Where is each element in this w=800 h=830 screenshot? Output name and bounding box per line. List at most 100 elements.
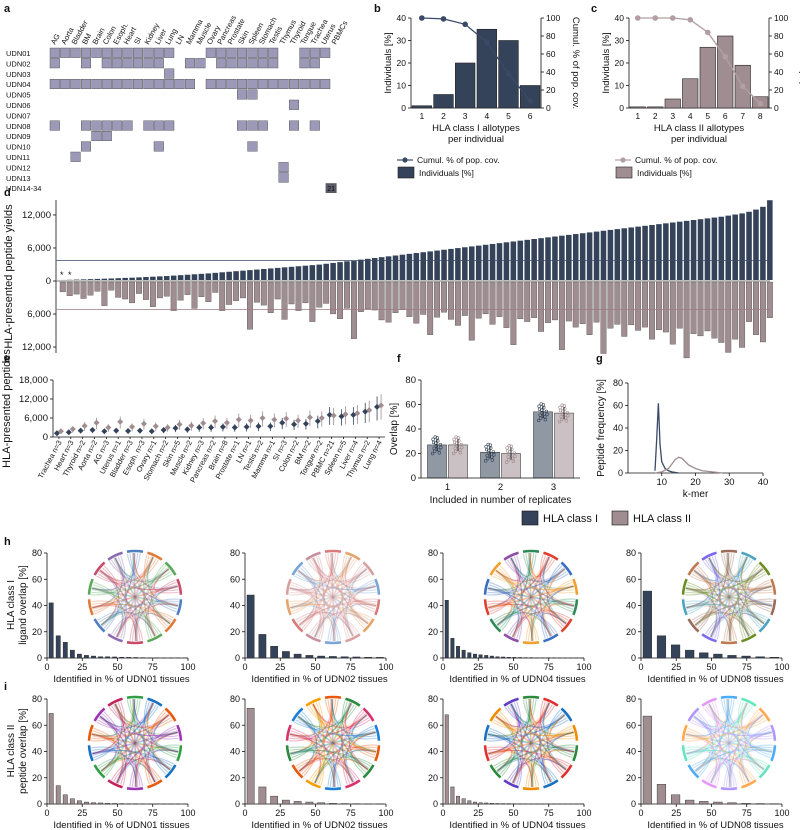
- chord-ribbon: [143, 700, 179, 753]
- point-class2: [354, 410, 361, 417]
- chord-arc: [345, 697, 361, 707]
- x-tick-label: 50: [112, 808, 122, 818]
- bar-class1: [767, 200, 773, 280]
- histogram-bar: [69, 798, 75, 805]
- bar-class2: [489, 281, 496, 325]
- chord-ribbon: [94, 703, 123, 761]
- y-axis-label: HLA class I: [6, 580, 17, 630]
- chord-ribbon: [693, 569, 735, 641]
- y-tick-label: 0: [37, 653, 42, 663]
- chord-ribbon: [529, 552, 556, 578]
- chord-ribbon: [540, 612, 567, 639]
- legend-swatch: [615, 166, 633, 179]
- heatmap-cell: [80, 47, 91, 58]
- x-axis-label: Identified in % of UDN02 tissues: [251, 674, 387, 685]
- bar-class2: [538, 281, 545, 332]
- replicate-point: [557, 419, 562, 424]
- heatmap-cell: [70, 47, 81, 58]
- chord-ribbon: [685, 732, 750, 783]
- chord-ribbon: [740, 702, 767, 729]
- chord-ribbon: [727, 698, 754, 724]
- chord-ribbon: [153, 714, 179, 740]
- bar-class2: [136, 281, 142, 294]
- chord-ribbon: [327, 553, 369, 625]
- heatmap-cell: [122, 58, 133, 69]
- chord-ribbon: [289, 698, 333, 742]
- bar-class2: [704, 281, 711, 332]
- chord-ribbon: [708, 557, 773, 608]
- chord-ribbon: [686, 730, 772, 755]
- replicate-point: [563, 407, 567, 411]
- chord-ribbon: [488, 585, 574, 610]
- chord-ribbon: [708, 699, 735, 723]
- bar-class2: [80, 281, 87, 299]
- chord-ribbon: [686, 556, 718, 609]
- chord-arc: [374, 599, 381, 616]
- chord-ribbon: [744, 709, 765, 771]
- heatmap-row-label: UDN09: [6, 132, 31, 141]
- bar-class1: [704, 218, 711, 280]
- chord-ribbon: [133, 698, 179, 738]
- bar-class1: [538, 238, 544, 280]
- legend-label-class2: HLA class II: [633, 513, 691, 525]
- chord-ribbon: [110, 616, 137, 642]
- chord-ribbon: [333, 565, 365, 642]
- x-tick-label: 100: [774, 662, 789, 672]
- bar: [699, 46, 716, 109]
- bar-class2: [607, 281, 614, 329]
- chord-arc: [770, 599, 777, 616]
- x-axis-label: Identified in % of UDN01 tissues: [53, 820, 189, 830]
- chord-ribbon: [543, 702, 574, 756]
- histogram-bar: [317, 802, 325, 805]
- histogram-bar: [246, 594, 255, 659]
- histogram-bar: [364, 657, 372, 659]
- replicate-point: [504, 460, 509, 464]
- chord-ribbon: [341, 700, 377, 753]
- chord-ribbon: [694, 698, 730, 772]
- chord-ribbon: [728, 714, 764, 788]
- x-tick-label: 100: [378, 808, 393, 818]
- chord-arc: [503, 697, 519, 707]
- chord-ribbon: [295, 611, 322, 638]
- chord-ribbon: [289, 733, 358, 781]
- heatmap-cell: [205, 47, 216, 58]
- chord-arc: [107, 779, 123, 789]
- bar-class2: [129, 281, 136, 304]
- replicate-point: [545, 412, 549, 417]
- chord-ribbon: [512, 610, 570, 638]
- chord-ribbon: [296, 612, 354, 637]
- x-tick-label: 6: [723, 111, 728, 121]
- x-tick-label: 6: [528, 111, 533, 121]
- chord-ribbon: [332, 714, 368, 788]
- replicate-point: [508, 452, 512, 457]
- panel-label-h: h: [4, 536, 11, 548]
- chord-ribbon: [350, 603, 377, 629]
- panel-label-e: e: [4, 353, 10, 365]
- chord-ribbon: [291, 556, 352, 613]
- chord-ribbon: [690, 556, 748, 584]
- chord-ribbon: [487, 748, 533, 788]
- chord-ribbon: [685, 748, 731, 788]
- chord-ribbon: [686, 703, 749, 755]
- chord-ribbon: [707, 612, 765, 636]
- y-tick-label: 20: [32, 773, 42, 783]
- chord-ribbon: [488, 702, 520, 755]
- chord-ribbon: [708, 703, 751, 782]
- bar-class1: [533, 411, 553, 479]
- chord-ribbon: [114, 557, 172, 582]
- x-tick-label: 2: [441, 111, 446, 121]
- chord-ribbon: [299, 714, 368, 773]
- chord-ribbon: [708, 557, 766, 582]
- bar-class2: [448, 281, 454, 320]
- bar-class2: [676, 281, 683, 329]
- heatmap-cell: [236, 120, 247, 131]
- bar-class1: [274, 267, 281, 280]
- chord-ribbon: [298, 749, 377, 771]
- heatmap-cell: [153, 141, 164, 152]
- point-class2: [152, 423, 159, 430]
- heatmap-cell: [247, 78, 258, 89]
- bar-class1: [489, 243, 496, 280]
- chord-ribbon: [685, 603, 765, 625]
- y-tick-label: 20: [428, 627, 438, 637]
- chord-ribbon: [92, 702, 124, 755]
